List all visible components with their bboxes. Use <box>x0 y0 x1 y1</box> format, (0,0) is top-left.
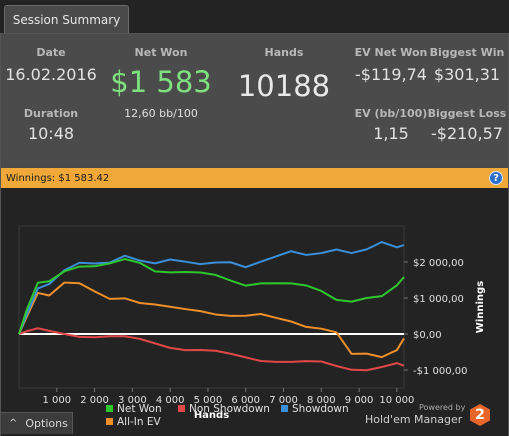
x-tick-label: 5 000 <box>194 395 223 406</box>
y-tick-label: -$1 000,00 <box>413 366 468 377</box>
biggest-loss-value: -$210,57 <box>431 124 503 143</box>
tab-bar: Session Summary <box>0 0 509 33</box>
ev-net-won-value: -$119,74 <box>355 65 427 84</box>
winnings-chart: 1 000 2 000 3 000 4 000 5 000 6 000 7 000 8 000… <box>18 225 486 428</box>
legend-swatch-all-in-ev <box>106 418 113 425</box>
ev-net-won-label: EV Net Won <box>354 46 428 59</box>
series-line-net-won <box>18 258 405 335</box>
y-tick-label: $2 000,00 <box>413 258 464 269</box>
series-line-all-in-ev <box>18 281 405 359</box>
ev-bb-label: EV (bb/100) <box>354 107 428 120</box>
question-circle-icon[interactable]: ? <box>489 171 503 185</box>
session-summary-panel: Date 16.02.2016 Duration 10:48 Net Won $… <box>0 33 509 436</box>
hands-value: 10188 <box>237 69 331 103</box>
options-label: Options <box>25 417 68 430</box>
powered-by-label: Powered by <box>419 403 466 412</box>
x-tick-label: 8 000 <box>307 395 336 406</box>
stats-panel: Date 16.02.2016 Duration 10:48 Net Won $… <box>1 34 508 166</box>
legend-swatch-net-won <box>106 405 113 412</box>
brand-logo-icon: 2 <box>470 404 490 426</box>
ev-bb-value: 1,15 <box>373 124 409 143</box>
x-tick-label: 4 000 <box>156 395 185 406</box>
plot-frame <box>18 225 405 389</box>
legend-label-showdown: Showdown <box>292 403 349 415</box>
legend-label-net-won: Net Won <box>117 403 162 415</box>
net-won-value: $1 583 <box>110 65 212 99</box>
x-axis-title: Hands <box>194 410 229 421</box>
chart-area: 1 000 2 000 3 000 4 000 5 000 6 000 7 000 8 000… <box>1 188 508 436</box>
legend-label-non-showdown: Non Showdown <box>189 403 270 415</box>
x-tick-label: 6 000 <box>231 395 260 406</box>
chevron-up-icon: ^ <box>9 418 18 429</box>
duration-label: Duration <box>23 107 79 120</box>
series-line-non-showdown <box>18 327 405 372</box>
tab-session-summary[interactable]: Session Summary <box>4 5 129 33</box>
date-label: Date <box>36 46 66 59</box>
date-value: 16.02.2016 <box>5 65 97 84</box>
legend-swatch-non-showdown <box>178 405 185 412</box>
options-button[interactable]: ^ Options <box>1 412 73 434</box>
winnings-text: Winnings: $1 583.42 <box>6 172 110 184</box>
x-tick-label: 9 000 <box>345 395 374 406</box>
net-won-rate: 12,60 bb/100 <box>124 107 198 120</box>
x-tick-label: 7 000 <box>269 395 298 406</box>
brand-name: Hold'em Manager <box>365 413 463 426</box>
legend-swatch-showdown <box>281 405 288 412</box>
legend-label-all-in-ev: All-In EV <box>117 416 162 428</box>
biggest-loss-label: Biggest Loss <box>427 107 507 120</box>
duration-value: 10:48 <box>27 124 75 143</box>
x-tick-label: 2 000 <box>80 395 109 406</box>
hands-label: Hands <box>264 46 304 59</box>
x-tick-label: 10 000 <box>379 395 414 406</box>
series-line-showdown <box>18 241 405 335</box>
net-won-label: Net Won <box>134 46 188 59</box>
y-tick-label: $1 000,00 <box>413 294 464 305</box>
winnings-bar: Winnings: $1 583.42 ? <box>1 168 508 188</box>
x-tick-label: 1 000 <box>42 395 71 406</box>
biggest-win-label: Biggest Win <box>429 46 505 59</box>
x-tick-label: 3 000 <box>118 395 147 406</box>
y-axis-title: Winnings <box>475 281 486 333</box>
biggest-win-value: $301,31 <box>433 65 501 84</box>
y-tick-label: $0,00 <box>413 330 442 341</box>
